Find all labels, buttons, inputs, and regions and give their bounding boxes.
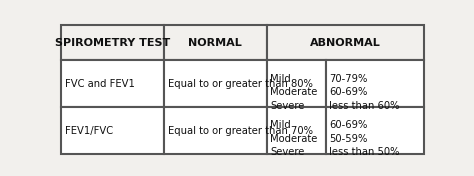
Bar (267, 25, 424, 60)
Text: Mild
Moderate
Severe: Mild Moderate Severe (271, 74, 318, 111)
Text: ABNORMAL: ABNORMAL (310, 38, 381, 48)
Bar (61, 60, 164, 107)
Bar (61, 25, 164, 60)
Text: NORMAL: NORMAL (189, 38, 242, 48)
Text: 60-69%
50-59%
less than 50%: 60-69% 50-59% less than 50% (329, 120, 400, 158)
Bar (326, 107, 424, 154)
Text: 70-79%
60-69%
less than 60%: 70-79% 60-69% less than 60% (329, 74, 400, 111)
Bar (267, 107, 326, 154)
Text: SPIROMETRY TEST: SPIROMETRY TEST (55, 38, 170, 48)
Bar (326, 60, 424, 107)
Text: FVC and FEV1: FVC and FEV1 (65, 79, 135, 89)
Text: Equal to or greater than 80%: Equal to or greater than 80% (168, 79, 312, 89)
Text: Mild
Moderate
Severe: Mild Moderate Severe (271, 120, 318, 158)
Bar (267, 60, 326, 107)
Bar (61, 107, 164, 154)
Bar (164, 107, 267, 154)
Text: Equal to or greater than 70%: Equal to or greater than 70% (168, 125, 313, 136)
Text: FEV1/FVC: FEV1/FVC (65, 125, 113, 136)
Bar (164, 25, 267, 60)
Bar (164, 60, 267, 107)
